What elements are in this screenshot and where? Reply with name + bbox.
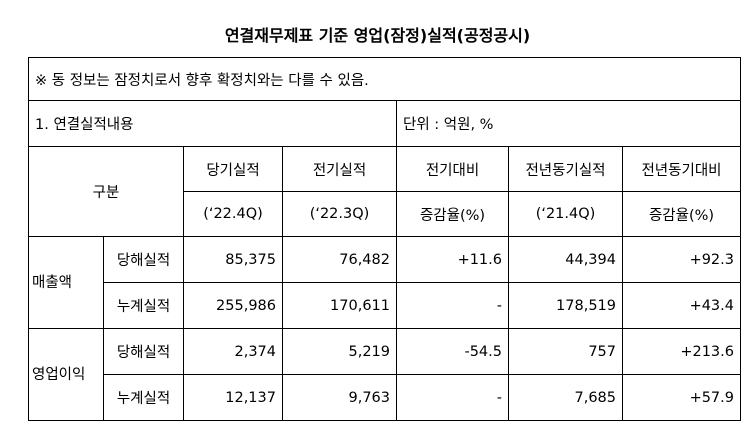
- cell-value: 44,394: [508, 236, 623, 283]
- column-period: (‘22.4Q): [183, 191, 283, 237]
- cell-value: 170,611: [282, 282, 397, 329]
- title: 연결재무제표 기준 영업(잠정)실적(공정공시): [224, 26, 531, 45]
- section-row: 1. 연결실적내용 단위 : 억원, %: [28, 100, 741, 147]
- table-body: ※ 동 정보는 잠정치로서 향후 확정치와는 다를 수 있음. 1. 연결실적내…: [28, 57, 741, 421]
- column-period: 증감율(%): [396, 191, 509, 237]
- cell-value: +213.6: [622, 328, 741, 375]
- data-row: 누계실적 255,986 170,611-178,519 +43.4: [29, 282, 741, 329]
- row-label: 누계실적: [103, 282, 184, 329]
- cell-value: 255,986: [183, 282, 283, 329]
- cell-value: 85,375: [183, 236, 283, 283]
- cell-value: -54.5: [396, 328, 509, 375]
- cell-value: 12,137: [183, 374, 283, 421]
- row-label: 당해실적: [103, 328, 184, 375]
- column-period: 증감율(%): [622, 191, 741, 237]
- cell-value: +43.4: [622, 282, 741, 329]
- column-name: 전년동기대비: [622, 146, 741, 192]
- data-row: 매출액 당해실적 85,375 76,482 +11.6 44,394 +92.3: [28, 236, 741, 329]
- cell-value: 7,685: [508, 374, 623, 421]
- column-name: 전기대비: [396, 146, 509, 192]
- cell-value: +11.6: [396, 236, 509, 283]
- column-period: (‘22.3Q): [282, 191, 397, 237]
- group-name: 매출액: [28, 236, 104, 329]
- cell-value: 757: [508, 328, 623, 375]
- notice: ※ 동 정보는 잠정치로서 향후 확정치와는 다를 수 있음.: [28, 57, 741, 101]
- cell-value: 2,374: [183, 328, 283, 375]
- column-name: 전년동기실적: [508, 146, 623, 192]
- cell-value: 9,763: [282, 374, 397, 421]
- cell-value: +57.9: [622, 374, 741, 421]
- data-row: 누계실적 12,137 9,763-7,685 +57.9: [29, 374, 741, 421]
- section: 1. 연결실적내용: [28, 100, 397, 147]
- results-table: ※ 동 정보는 잠정치로서 향후 확정치와는 다를 수 있음. 1. 연결실적내…: [28, 57, 741, 421]
- column-period: (‘21.4Q): [508, 191, 623, 237]
- row-label: 누계실적: [103, 374, 184, 421]
- header-group: 구분: [28, 146, 184, 237]
- cell-value: 76,482: [282, 236, 397, 283]
- column-name: 전기실적: [282, 146, 397, 192]
- unit: 단위 : 억원, %: [396, 100, 741, 147]
- header-row: 구분 당기실적 전기실적 전기대비 전년동기실적 전년동기대비: [28, 146, 741, 237]
- header-row: (‘22.4Q) (‘22.3Q) 증감율(%) (‘21.4Q) 증감율(%): [29, 191, 741, 237]
- group-name: 영업이익: [28, 328, 104, 421]
- row-label: 당해실적: [103, 236, 184, 283]
- column-name: 당기실적: [183, 146, 283, 192]
- cell-value: 5,219: [282, 328, 397, 375]
- cell-value: -: [396, 282, 509, 329]
- cell-value: +92.3: [622, 236, 741, 283]
- cell-value: -: [396, 374, 509, 421]
- data-row: 영업이익 당해실적 2,374 5,219 -54.5 757 +213.6: [28, 328, 741, 421]
- cell-value: 178,519: [508, 282, 623, 329]
- notice-row: ※ 동 정보는 잠정치로서 향후 확정치와는 다를 수 있음.: [28, 57, 741, 101]
